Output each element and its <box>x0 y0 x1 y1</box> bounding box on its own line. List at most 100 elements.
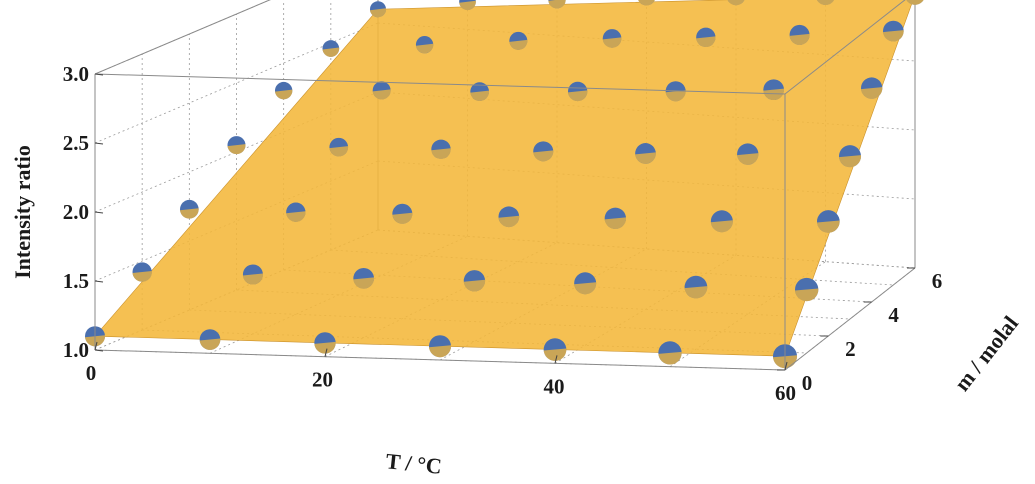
point-sphere-occluded <box>180 208 199 219</box>
y-tick-label: 6 <box>932 269 943 293</box>
z-tick-mark <box>94 280 104 283</box>
data-point <box>638 0 655 6</box>
point-sphere-occluded <box>568 90 588 102</box>
point-sphere-occluded <box>604 217 627 230</box>
point-sphere-occluded <box>429 345 452 358</box>
point-sphere-occluded <box>839 155 862 168</box>
z-tick-mark <box>94 349 104 352</box>
point-sphere-occluded <box>322 47 340 57</box>
point-sphere-occluded <box>543 348 567 361</box>
z-tick-label: 2.0 <box>63 200 89 224</box>
x-axis-label: T / °C <box>385 448 443 479</box>
box-edge <box>94 0 271 75</box>
point-sphere-occluded <box>684 286 708 299</box>
y-tick-label: 2 <box>845 337 856 361</box>
data-point <box>463 270 486 292</box>
data-point <box>498 206 520 228</box>
point-sphere-occluded <box>710 220 733 233</box>
data-point <box>817 0 834 5</box>
z-tick-label: 1.0 <box>63 338 89 362</box>
point-sphere-occluded <box>470 90 490 101</box>
point-sphere-occluded <box>329 146 349 157</box>
point-sphere-occluded <box>353 277 375 289</box>
point-sphere-occluded <box>548 0 566 9</box>
z-tick-label: 1.5 <box>63 269 89 293</box>
point-sphere-occluded <box>286 211 306 222</box>
point-sphere-occluded <box>314 341 336 354</box>
z-tick-label: 2.5 <box>63 131 89 155</box>
box-edge <box>784 0 906 95</box>
point-sphere-occluded <box>242 273 263 285</box>
x-tick-mark <box>554 355 558 364</box>
data-point <box>817 210 840 233</box>
data-point <box>906 0 924 5</box>
data-point <box>710 210 733 233</box>
point-sphere-occluded <box>906 0 924 5</box>
point-sphere-occluded <box>635 152 656 164</box>
box-edge <box>784 267 916 371</box>
data-point <box>415 36 434 54</box>
point-sphere-occluded <box>275 89 293 100</box>
data-point <box>370 1 387 18</box>
fitted-plane <box>94 0 914 357</box>
x-tick-mark <box>784 361 788 371</box>
y-tick-label: 0 <box>802 371 813 395</box>
z-tick-mark <box>94 73 104 76</box>
data-point <box>696 27 716 48</box>
x-tick-mark <box>94 341 98 351</box>
data-point <box>314 332 336 354</box>
point-sphere-occluded <box>574 282 597 295</box>
point-sphere-occluded <box>199 338 221 350</box>
data-point <box>286 202 306 222</box>
front-box-edges <box>94 0 916 371</box>
point-sphere-occluded <box>509 39 528 50</box>
data-point <box>861 77 883 99</box>
x-tick-mark <box>324 348 328 357</box>
point-sphere-occluded <box>789 33 810 45</box>
data-point <box>132 262 152 282</box>
data-point <box>509 31 528 50</box>
fitted-plane-surface <box>94 0 914 357</box>
data-point <box>727 0 745 6</box>
z-tick-label: 3.0 <box>63 62 89 86</box>
data-point <box>789 24 810 45</box>
data-point <box>470 82 490 101</box>
data-point <box>602 29 622 48</box>
point-sphere-occluded <box>696 36 716 48</box>
point-sphere-occluded <box>737 153 759 165</box>
point-sphere-occluded <box>602 37 622 48</box>
point-sphere-occluded <box>415 43 434 54</box>
point-sphere-occluded <box>638 0 655 6</box>
data-point <box>459 0 476 11</box>
data-point <box>604 207 627 230</box>
data-point <box>543 338 567 361</box>
data-point <box>635 143 656 164</box>
data-point <box>329 137 349 157</box>
data-point <box>431 139 451 159</box>
point-sphere-occluded <box>727 0 745 6</box>
point-sphere-occluded <box>883 30 904 42</box>
data-point <box>533 141 554 162</box>
z-tick-mark <box>94 211 104 214</box>
x-tick-label: 40 <box>544 374 565 398</box>
data-point <box>568 81 588 102</box>
data-point <box>795 277 819 302</box>
point-sphere-occluded <box>817 0 834 5</box>
data-point <box>574 272 597 295</box>
data-point <box>548 0 566 9</box>
data-point <box>737 143 759 165</box>
data-point <box>429 335 452 358</box>
point-sphere-occluded <box>658 351 682 365</box>
point-sphere-occluded <box>227 144 246 155</box>
point-sphere-occluded <box>763 88 785 101</box>
z-tick-mark <box>94 142 104 145</box>
point-sphere-occluded <box>459 0 476 11</box>
box-edge <box>94 73 786 95</box>
x-tick-label: 20 <box>312 368 333 392</box>
point-sphere-occluded <box>372 89 391 100</box>
box-edge <box>94 349 786 371</box>
point-sphere-occluded <box>533 150 554 162</box>
point-sphere-occluded <box>463 279 486 292</box>
